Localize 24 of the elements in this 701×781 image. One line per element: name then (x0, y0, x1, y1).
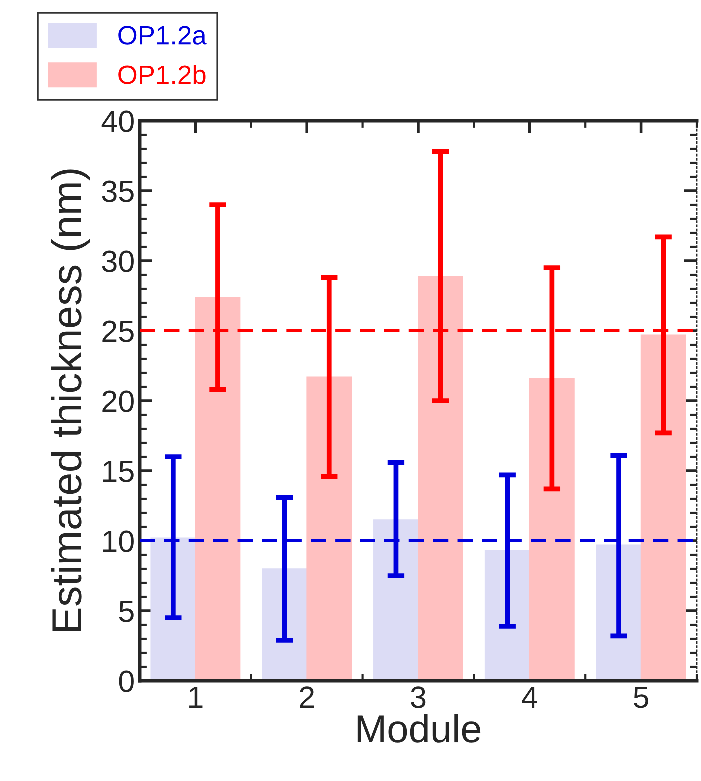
bar (529, 378, 575, 681)
bar (195, 296, 241, 681)
y-tick-label: 15 (103, 461, 134, 482)
y-tick-label: 40 (102, 110, 134, 132)
x-tick-label: 2 (300, 686, 314, 708)
bar (640, 334, 686, 681)
x-tick-label: 4 (522, 686, 538, 708)
y-axis-title: Estimated thickness (nm) (51, 170, 90, 632)
y-tick-label: 35 (102, 180, 134, 202)
y-tick-label: 0 (119, 670, 134, 692)
bar (374, 520, 419, 681)
y-tick-label: 25 (102, 320, 134, 342)
y-tick-label: 30 (102, 250, 134, 272)
x-tick-label: 5 (634, 686, 649, 708)
x-tick-label: 1 (190, 686, 203, 708)
bar (306, 376, 352, 681)
y-tick-label: 5 (119, 601, 134, 622)
legend-label: OP1.2b (118, 64, 206, 84)
legend-label: OP1.2a (118, 26, 207, 45)
y-tick-label: 20 (102, 390, 134, 412)
bar (418, 276, 464, 681)
x-axis-title: Module (358, 714, 481, 743)
y-tick-label: 10 (103, 530, 134, 552)
x-tick-label: 3 (411, 686, 426, 708)
